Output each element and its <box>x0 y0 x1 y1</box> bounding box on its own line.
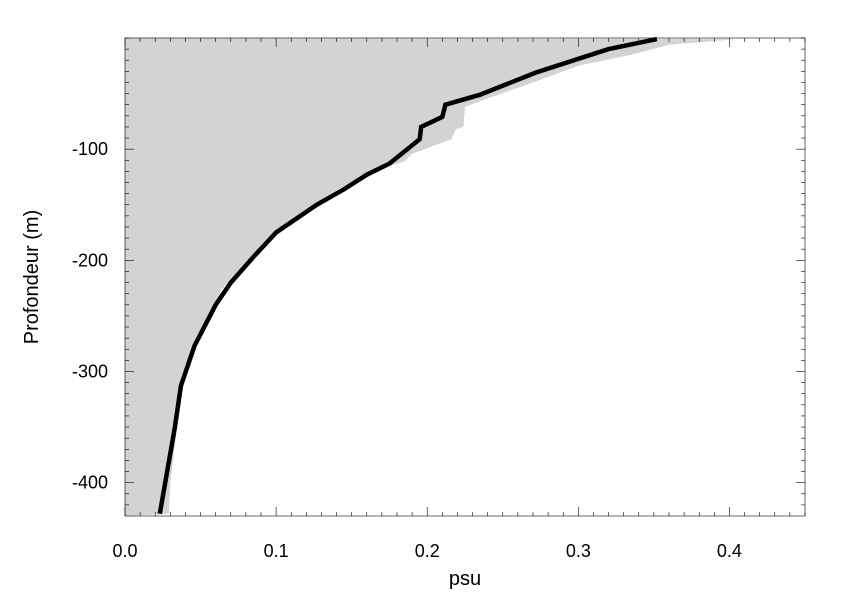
x-tick-label: 0.4 <box>717 541 742 561</box>
tick-labels: 0.0 0.1 0.2 0.3 0.4 -100 -200 -300 -400 <box>72 139 742 561</box>
x-tick-label: 0.3 <box>566 541 591 561</box>
y-axis-label: Profondeur (m) <box>21 210 43 345</box>
y-tick-label: -300 <box>72 361 108 381</box>
y-tick-label: -100 <box>72 139 108 159</box>
plot-frame <box>124 37 806 517</box>
profile-line <box>157 36 658 515</box>
y-tick-label: -400 <box>72 473 108 493</box>
x-tick-label: 0.2 <box>415 541 440 561</box>
x-tick-label: 0.0 <box>112 541 137 561</box>
tick-marks <box>124 37 806 516</box>
spread-area <box>125 38 737 516</box>
profile-line-layer <box>157 36 658 515</box>
x-tick-label: 0.1 <box>264 541 289 561</box>
spread-area-layer <box>125 38 737 516</box>
y-tick-label: -200 <box>72 250 108 270</box>
x-axis-label: psu <box>449 568 481 590</box>
